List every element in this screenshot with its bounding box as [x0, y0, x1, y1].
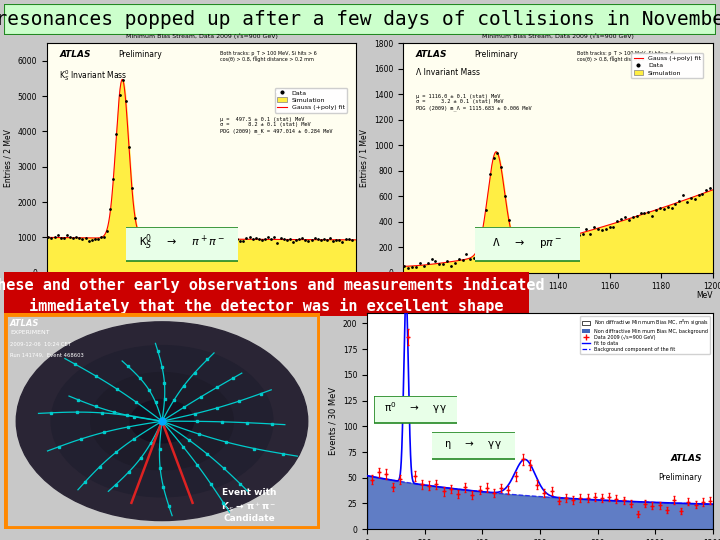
Text: ATLAS: ATLAS: [10, 319, 40, 328]
Legend: Non diffractive Min mum Bias MC, $\pi^0$m signals, Non diffractive Min mum Bias : Non diffractive Min mum Bias MC, $\pi^0$…: [580, 316, 711, 354]
Text: Minimum Bias Stream, Data 2009 (√s=900 GeV): Minimum Bias Stream, Data 2009 (√s=900 G…: [126, 33, 277, 39]
FancyBboxPatch shape: [4, 4, 716, 35]
Text: Preliminary: Preliminary: [659, 473, 703, 482]
Text: These and other early observations and measurements indicated: These and other early observations and m…: [0, 277, 545, 293]
Y-axis label: Entries / 1 MeV: Entries / 1 MeV: [359, 129, 369, 187]
Text: Preliminary: Preliminary: [474, 50, 518, 59]
Text: η  $\rightarrow$  γγ: η $\rightarrow$ γγ: [444, 438, 503, 451]
FancyBboxPatch shape: [374, 396, 458, 423]
Text: ATLAS: ATLAS: [671, 454, 703, 463]
Text: π$^0$  $\rightarrow$  γγ: π$^0$ $\rightarrow$ γγ: [384, 401, 447, 416]
Legend: Data, Simulation, Gauss (+poly) fit: Data, Simulation, Gauss (+poly) fit: [275, 87, 347, 112]
Circle shape: [51, 346, 273, 497]
Text: Both tracks: p_T > 100 MeV, Si hits > 6
cos(θ) > 0.8, flight distance > 0.2 mm: Both tracks: p_T > 100 MeV, Si hits > 6 …: [577, 50, 673, 62]
Y-axis label: Events / 30 MeV: Events / 30 MeV: [328, 387, 338, 455]
Text: μ = 1116.0 ± 0.1 (stat) MeV
σ =     3.2 ± 0.1 (stat) MeV
PDG (2009) m_Λ = 1115.6: μ = 1116.0 ± 0.1 (stat) MeV σ = 3.2 ± 0.…: [415, 94, 531, 111]
Text: Candidate: Candidate: [223, 514, 275, 523]
Text: Λ Invariant Mass: Λ Invariant Mass: [415, 69, 480, 77]
FancyBboxPatch shape: [431, 433, 516, 459]
Text: Preliminary: Preliminary: [118, 50, 162, 59]
Text: μ =  497.5 ± 0.1 (stat) MeV
σ =      8.2 ± 0.1 (stat) MeV
PDG (2009) m_K = 497.0: μ = 497.5 ± 0.1 (stat) MeV σ = 8.2 ± 0.1…: [220, 117, 333, 134]
Text: ATLAS: ATLAS: [59, 50, 91, 59]
Text: MeV: MeV: [696, 291, 713, 300]
Text: K$^0_S$ Invariant Mass: K$^0_S$ Invariant Mass: [59, 69, 127, 83]
Text: K$_S$ → π$^+$π$^-$: K$_S$ → π$^+$π$^-$: [222, 501, 276, 514]
Text: Event with: Event with: [222, 488, 276, 497]
Circle shape: [17, 322, 307, 521]
Text: 2009-12-06  10:24 CET: 2009-12-06 10:24 CET: [10, 342, 71, 347]
FancyBboxPatch shape: [125, 227, 239, 261]
Text: First resonances popped up after a few days of collisions in November 2009: First resonances popped up after a few d…: [0, 10, 720, 29]
Text: ATLAS: ATLAS: [415, 50, 447, 59]
FancyBboxPatch shape: [4, 272, 529, 316]
FancyBboxPatch shape: [474, 227, 580, 261]
Circle shape: [91, 373, 233, 470]
Legend: Gauss (+poly) fit, Data, Simulation: Gauss (+poly) fit, Data, Simulation: [631, 53, 703, 78]
Text: Run 141749,  Event 468603: Run 141749, Event 468603: [10, 353, 84, 358]
Text: Both tracks: p_T > 100 MeV, Si hits > 6
cos(θ) > 0.8, flight distance > 0.2 mm: Both tracks: p_T > 100 MeV, Si hits > 6 …: [220, 50, 317, 62]
Y-axis label: Entries / 2 MeV: Entries / 2 MeV: [3, 129, 12, 187]
Text: EXPERIMENT: EXPERIMENT: [10, 330, 50, 335]
Circle shape: [130, 400, 194, 443]
Text: immediately that the detector was in excellent shape: immediately that the detector was in exc…: [29, 298, 504, 314]
Text: Minimum Bias Stream, Data 2009 (√s=900 GeV): Minimum Bias Stream, Data 2009 (√s=900 G…: [482, 33, 634, 39]
Text: Λ  $\rightarrow$  p$\pi^-$: Λ $\rightarrow$ p$\pi^-$: [492, 235, 562, 249]
Text: K$^0_S$  $\rightarrow$  $\pi^+\pi^-$: K$^0_S$ $\rightarrow$ $\pi^+\pi^-$: [139, 233, 225, 252]
